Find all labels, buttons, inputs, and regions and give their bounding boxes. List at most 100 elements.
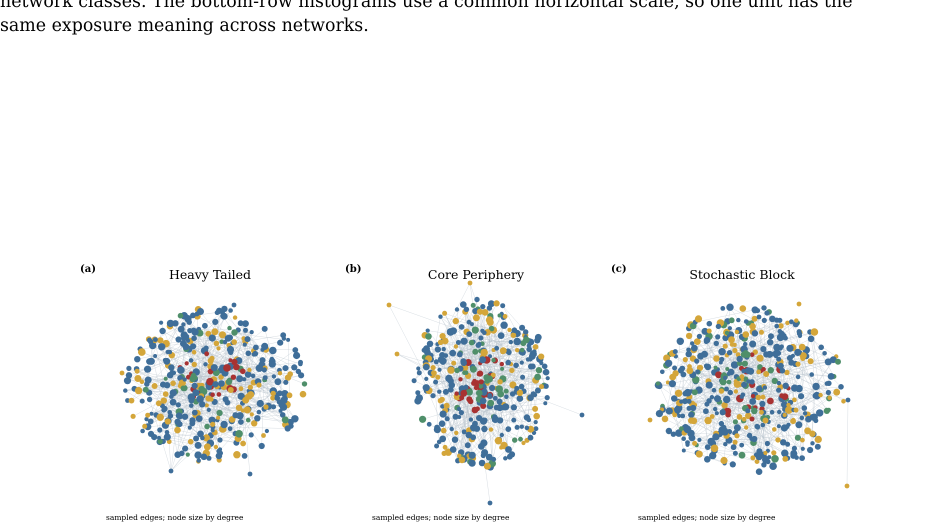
graph-node: [704, 444, 711, 450]
graph-node: [688, 417, 695, 424]
graph-node: [761, 317, 767, 323]
graph-node: [780, 439, 787, 446]
graph-node: [794, 318, 799, 323]
graph-node: [796, 301, 802, 307]
graph-node: [472, 349, 477, 354]
graph-node: [503, 388, 509, 394]
graph-node: [461, 429, 467, 435]
graph-node: [794, 455, 799, 460]
graph-node: [713, 406, 718, 412]
graph-node: [184, 361, 189, 366]
graph-node: [187, 438, 194, 445]
graph-node: [235, 430, 243, 438]
graph-node: [800, 355, 806, 361]
graph-node: [470, 302, 476, 308]
graph-node: [771, 377, 778, 385]
graph-node: [687, 364, 692, 369]
graph-node: [668, 380, 676, 388]
graph-edge: [767, 386, 817, 444]
graph-node: [181, 322, 186, 327]
graph-node: [730, 361, 739, 369]
graph-node: [123, 388, 128, 393]
graph-node: [442, 444, 448, 450]
graph-node: [179, 450, 185, 457]
graph-node: [301, 381, 308, 387]
graph-node: [185, 452, 190, 457]
graph-node: [481, 425, 488, 433]
graph-node: [813, 391, 821, 400]
graph-edge: [811, 374, 829, 393]
graph-node: [472, 378, 477, 384]
graph-node: [690, 341, 695, 346]
graph-node: [491, 358, 496, 363]
graph-edge: [242, 377, 266, 444]
graph-node: [454, 367, 460, 374]
graph-edge: [480, 362, 547, 373]
graph-node: [744, 425, 749, 430]
graph-node: [763, 371, 770, 377]
graph-node: [433, 379, 439, 385]
graph-node: [291, 364, 298, 371]
graph-node: [661, 415, 669, 423]
graph-node: [217, 437, 223, 443]
graph-node: [180, 385, 187, 392]
graph-node: [426, 340, 434, 347]
graph-node: [249, 330, 254, 335]
graph-node: [506, 349, 512, 356]
graph-node: [159, 327, 166, 335]
graph-node: [692, 440, 698, 446]
graph-edge: [664, 343, 717, 420]
graph-node: [526, 346, 532, 353]
graph-node: [182, 445, 189, 452]
graph-node: [261, 325, 268, 332]
graph-node: [845, 397, 851, 403]
graph-node: [738, 451, 746, 459]
graph-node: [210, 428, 215, 433]
graph-node: [128, 397, 135, 404]
graph-node: [772, 427, 777, 432]
graph-node: [284, 425, 291, 432]
graph-node: [419, 415, 427, 423]
graph-node: [238, 386, 244, 392]
graph-node: [684, 388, 692, 397]
graph-node: [791, 417, 796, 423]
graph-node: [688, 411, 695, 418]
graph-node: [764, 310, 770, 316]
graph-node: [195, 415, 203, 422]
graph-node: [779, 367, 786, 374]
graph-node: [210, 392, 215, 397]
graph-node: [704, 416, 712, 425]
graph-node: [579, 412, 585, 418]
graph-node: [776, 387, 782, 393]
caption-line-1: network classes. The bottom-row histogra…: [0, 0, 853, 12]
graph-node: [243, 406, 251, 414]
graph-node: [475, 406, 480, 412]
graph-node: [480, 348, 488, 357]
graph-node: [162, 391, 169, 397]
graph-edge: [503, 325, 531, 398]
graph-node: [493, 404, 500, 411]
graph-node: [784, 369, 790, 376]
graph-node: [202, 322, 208, 329]
graph-node: [242, 396, 250, 404]
graph-node: [219, 339, 224, 344]
graph-node: [511, 417, 517, 423]
graph-node: [682, 357, 688, 363]
graph-node: [739, 442, 745, 448]
graph-node: [218, 450, 223, 456]
graph-node: [151, 434, 158, 441]
graph-node: [394, 351, 400, 357]
graph-node: [447, 378, 454, 385]
graph-node: [800, 446, 805, 451]
graph-node: [203, 443, 211, 451]
caption-line-2: same exposure meaning across networks.: [0, 16, 369, 36]
graph-node: [760, 346, 767, 353]
graph-node: [545, 376, 550, 381]
graph-node: [505, 446, 512, 453]
graph-node: [478, 335, 484, 341]
graph-node: [196, 395, 204, 403]
graph-node: [299, 390, 307, 398]
graph-node: [818, 392, 823, 398]
node-layer: [386, 280, 585, 506]
graph-node: [724, 386, 729, 392]
